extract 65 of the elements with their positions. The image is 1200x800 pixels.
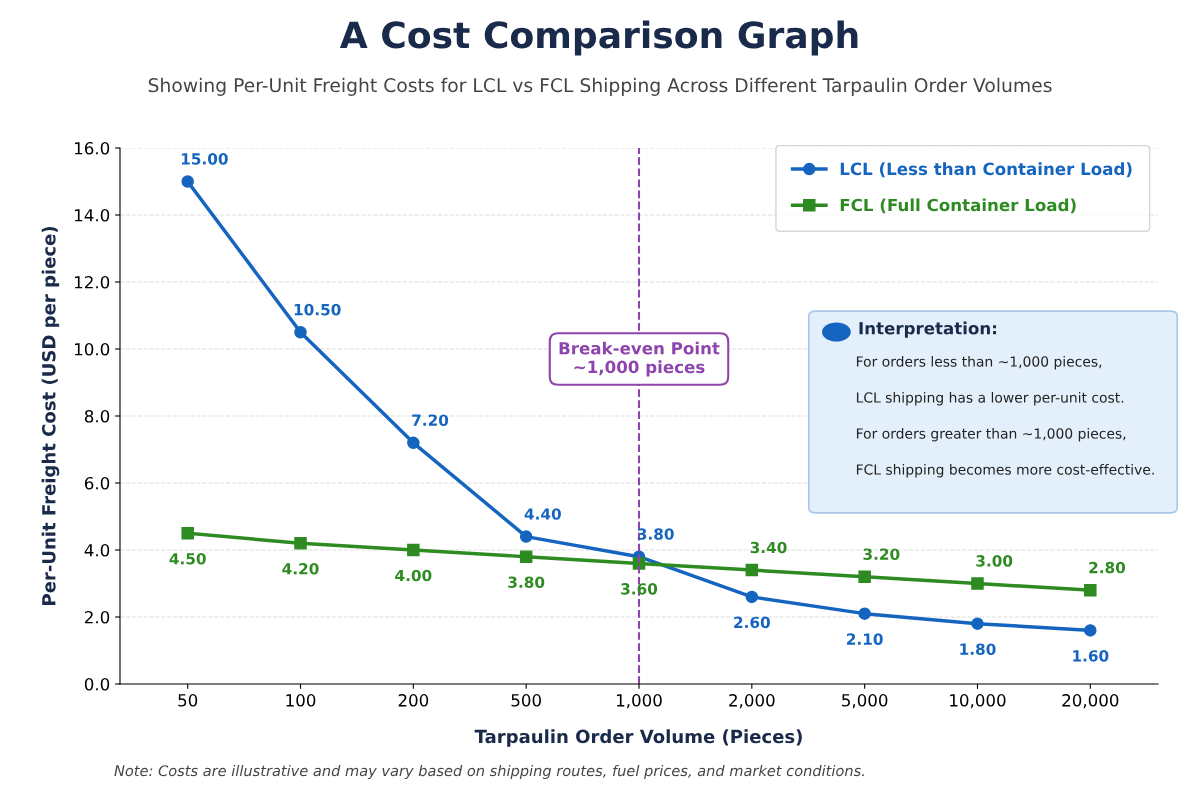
y-tick-label: 0.0 [84, 677, 110, 691]
data-label: 4.00 [395, 569, 432, 582]
point [1084, 583, 1097, 597]
legend-label: LCL (Less than Container Load) [840, 162, 1132, 178]
x-tick-label: 500 [511, 694, 541, 707]
data-label: 3.80 [637, 528, 674, 540]
y-tick-label: 6.0 [84, 476, 110, 490]
text: Note: Costs are illustrative and may vary based on shipping routes, fuel prices, and market conditions. [114, 764, 864, 780]
data-label: 4.50 [169, 552, 206, 565]
data-label: 4.40 [524, 508, 561, 520]
y-tick-label: 16.0 [75, 141, 110, 155]
x-tick-label: 10,000 [950, 694, 1006, 709]
data-label: 2.60 [734, 616, 770, 629]
data-label: 3.00 [976, 555, 1013, 567]
point [407, 436, 420, 450]
annotation: For orders greater than ~1,000 pieces, [856, 428, 1126, 442]
x-tick-label: 20,000 [1062, 694, 1119, 709]
point [181, 526, 194, 540]
point [858, 570, 871, 584]
x-tick-label: 5,000 [842, 694, 888, 709]
x-tick-label: 200 [398, 694, 429, 707]
data-label: 1.60 [1073, 650, 1109, 662]
data-label: 15.00 [181, 153, 228, 165]
data-label: 10.50 [294, 303, 341, 316]
point [971, 577, 984, 590]
chart-subtitle: Showing Per-Unit Freight Costs for LCL vs FCL Shipping Across Different Tarpaulin Order Volumes [148, 77, 1052, 96]
y-tick-label: 14.0 [75, 208, 110, 222]
data-label: 3.80 [508, 576, 545, 588]
y-tick-label: 12.0 [75, 275, 110, 289]
y-axis-title: Per-Unit Freight Cost (USD per piece) [41, 226, 60, 605]
y-tick-label: 8.0 [84, 409, 110, 423]
ref-line-label: Break-even Point ~1,000 pieces [559, 341, 720, 377]
annotation: LCL shipping has a lower per-unit cost. [856, 392, 1124, 406]
y-tick-label: 10.0 [75, 342, 110, 356]
point [519, 550, 533, 563]
point [294, 537, 307, 550]
annotation: For orders less than ~1,000 pieces, [856, 356, 1102, 370]
data-label: 2.10 [847, 633, 883, 645]
data-label: 2.80 [1089, 561, 1126, 574]
x-tick-label: 2,000 [729, 694, 775, 709]
point [858, 607, 871, 620]
point [1084, 624, 1097, 637]
point [181, 175, 194, 188]
legend-label: FCL (Full Container Load) [840, 198, 1076, 214]
data-label: 1.80 [960, 643, 996, 655]
chart-title: A Cost Comparison Graph [339, 20, 858, 56]
data-label: 4.20 [282, 563, 319, 575]
point [294, 325, 307, 339]
data-label: 3.60 [621, 583, 658, 595]
x-tick-label: 1,000 [616, 694, 662, 709]
data-label: 7.20 [412, 414, 449, 426]
y-tick-label: 2.0 [84, 610, 110, 624]
point [745, 590, 759, 604]
x-axis-title: Tarpaulin Order Volume (Pieces) [474, 729, 802, 747]
annotation: FCL shipping becomes more cost-effective. [856, 464, 1154, 478]
point [971, 617, 984, 630]
point [407, 543, 420, 557]
point [519, 530, 533, 543]
x-tick-label: 50 [178, 694, 198, 707]
y-tick-label: 4.0 [84, 543, 110, 557]
data-label: 3.40 [750, 541, 787, 554]
x-tick-label: 100 [286, 694, 316, 707]
data-label: 3.20 [863, 548, 900, 560]
annotation: Interpretation: [859, 321, 997, 338]
point [745, 563, 759, 577]
